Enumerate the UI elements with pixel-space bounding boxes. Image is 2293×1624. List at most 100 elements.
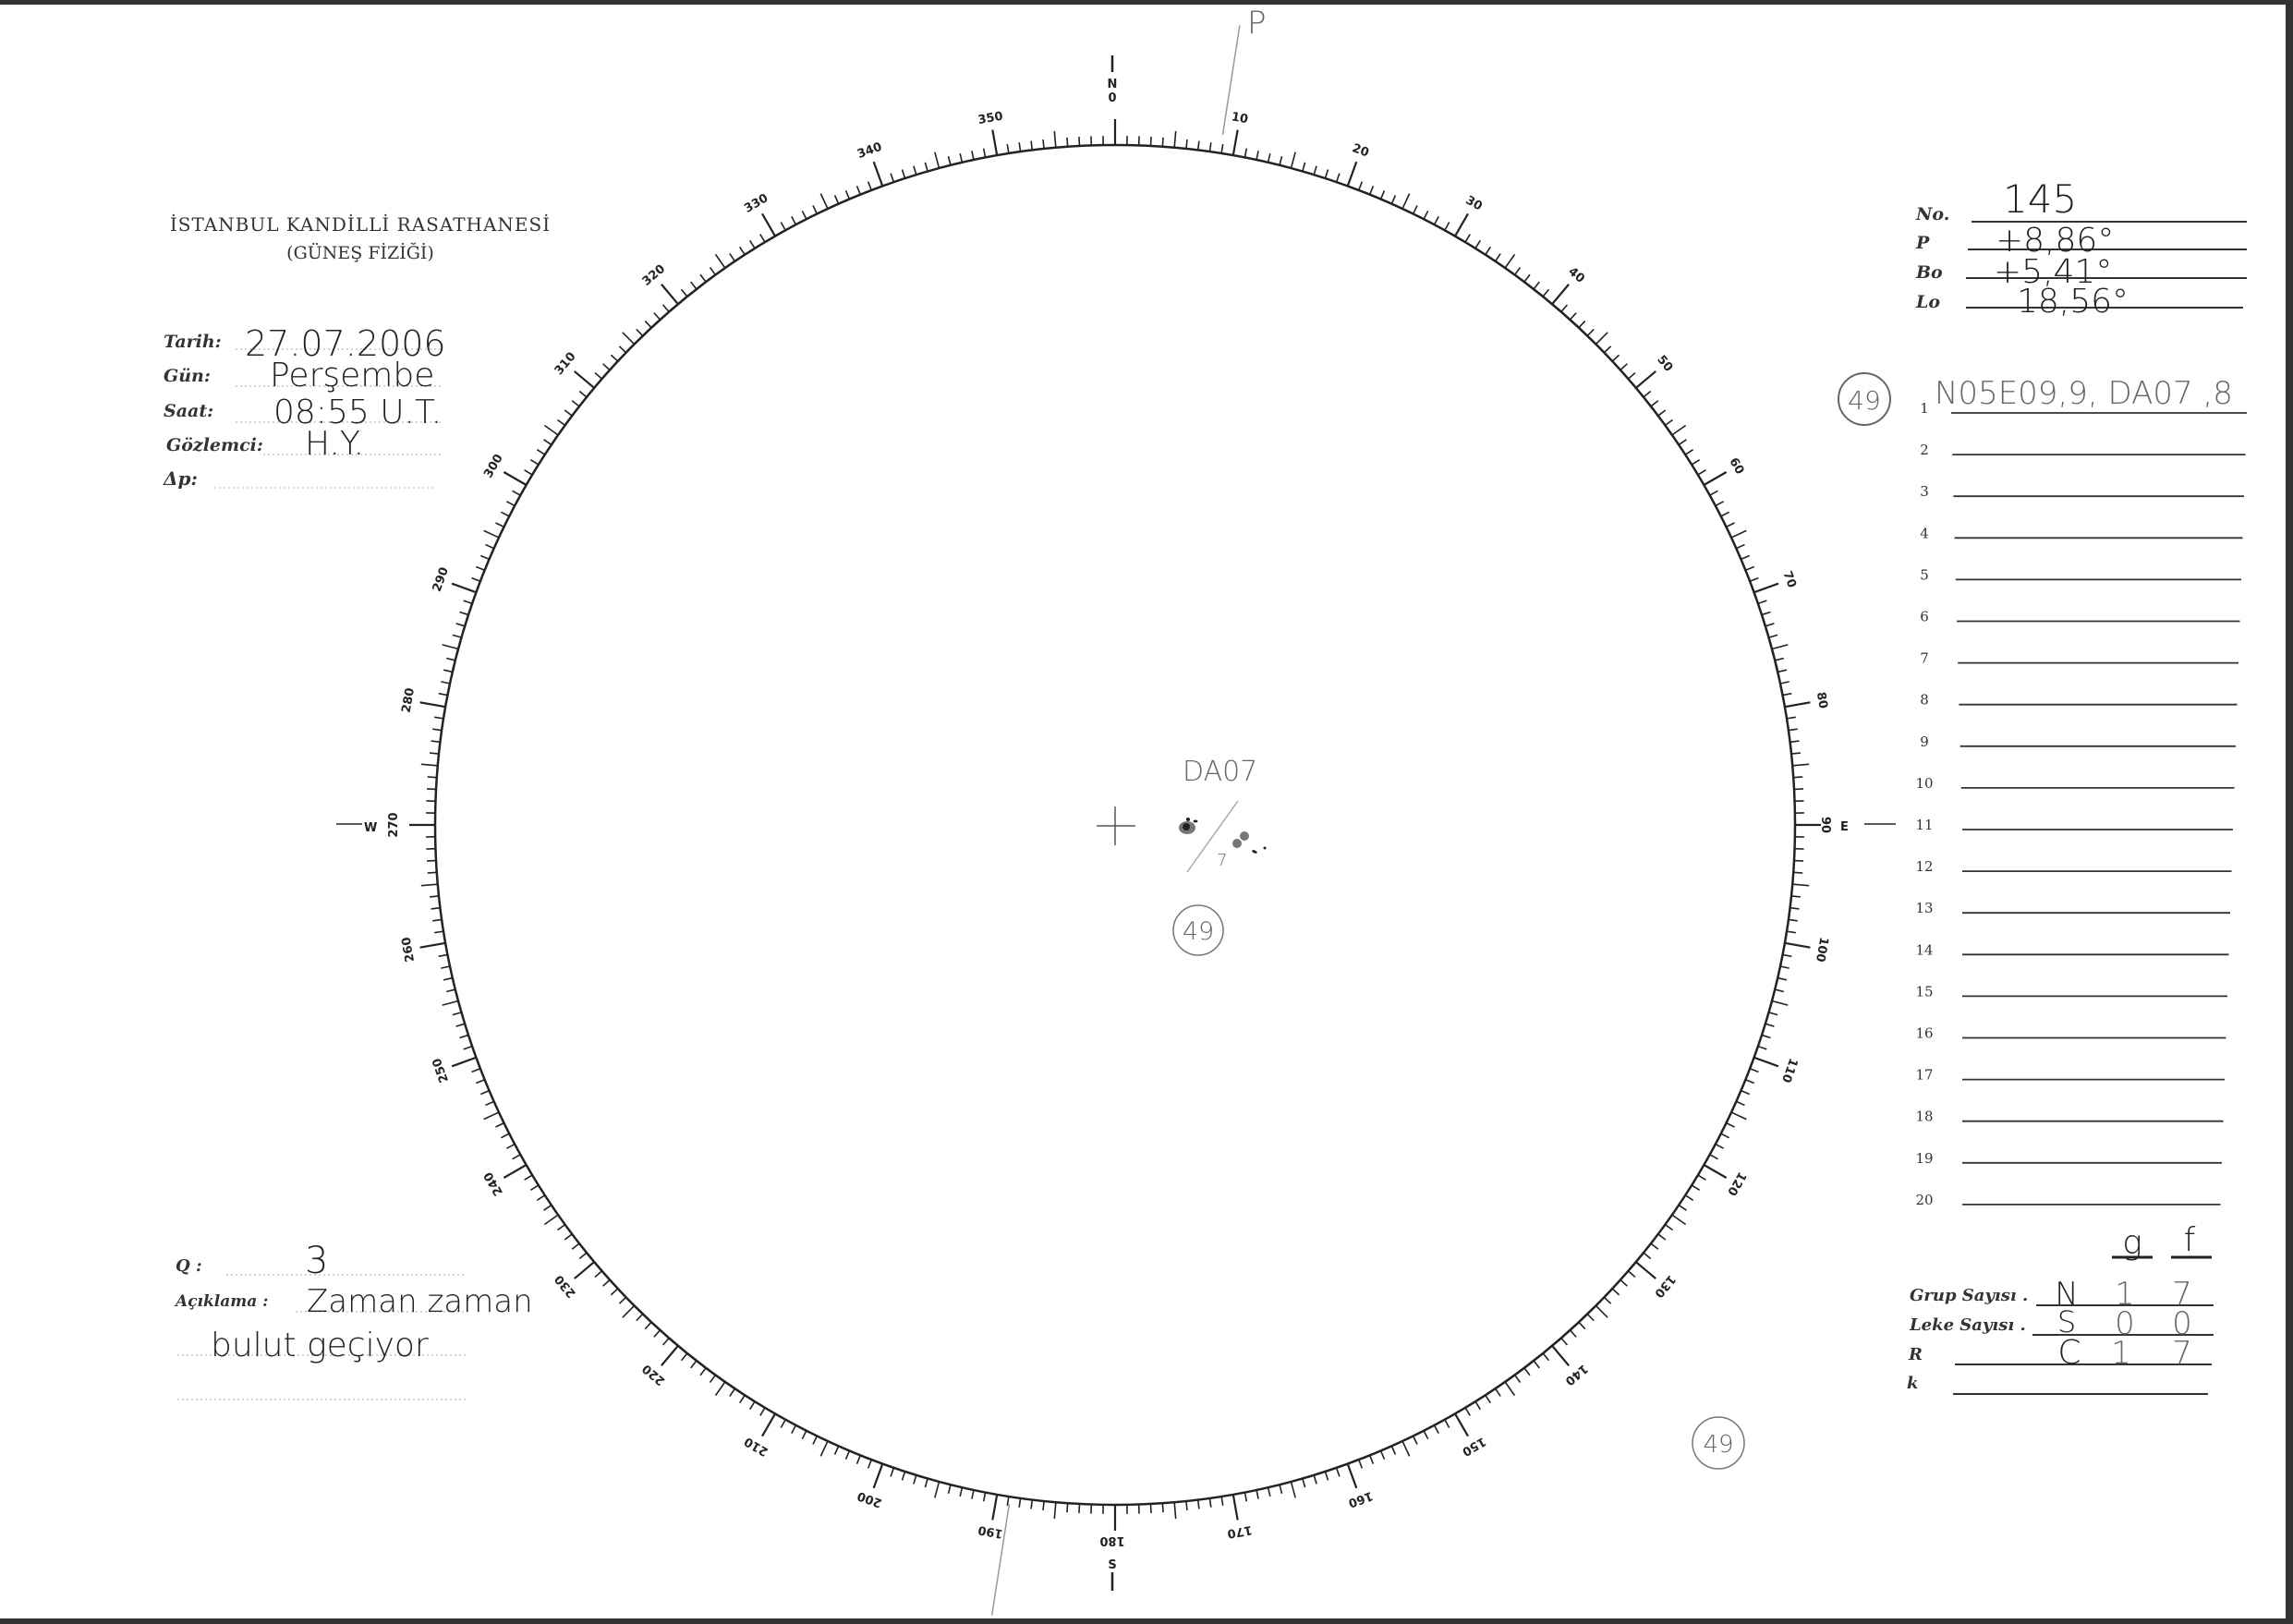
scale-tick bbox=[622, 332, 636, 345]
scale-tick bbox=[1745, 1078, 1754, 1085]
scale-tick bbox=[594, 1270, 603, 1279]
scale-tick bbox=[1684, 449, 1694, 455]
scale-tick bbox=[1784, 941, 1811, 949]
scale-tick bbox=[1726, 1121, 1735, 1128]
scale-tick bbox=[934, 1481, 940, 1498]
day-label: Gün: bbox=[164, 366, 211, 386]
scale-tick bbox=[1749, 1068, 1759, 1073]
scale-tick bbox=[1684, 1194, 1694, 1201]
sunspot bbox=[1186, 818, 1190, 821]
scale-tick bbox=[991, 129, 999, 156]
scale-tick bbox=[1485, 246, 1491, 256]
scale-tick bbox=[1185, 1500, 1188, 1510]
scale-tick bbox=[1078, 1503, 1081, 1514]
scale-label-60: 60 bbox=[1726, 455, 1746, 477]
scale-tick bbox=[780, 222, 786, 231]
date-value: 27.07.2006 bbox=[245, 323, 446, 364]
scale-tick bbox=[1611, 354, 1620, 362]
scale-tick bbox=[1777, 669, 1788, 673]
scale-tick bbox=[1302, 1478, 1306, 1488]
scale-tick bbox=[1671, 1214, 1687, 1226]
scale-tick bbox=[1474, 1400, 1481, 1411]
scale-tick bbox=[1586, 328, 1595, 337]
scale-tick bbox=[427, 871, 437, 874]
scale-tick bbox=[1551, 284, 1570, 305]
scale-tick bbox=[1635, 370, 1656, 389]
scale-tick bbox=[1161, 1503, 1164, 1513]
scale-tick bbox=[855, 186, 862, 195]
group-row-number: 12 bbox=[1915, 858, 1933, 875]
p-axis-mark: P bbox=[1247, 5, 1267, 42]
r-label: R bbox=[1908, 1345, 1923, 1364]
sunspot bbox=[1252, 850, 1257, 854]
p-axis-south-line bbox=[990, 1504, 1011, 1616]
scale-tick bbox=[833, 195, 840, 204]
scale-tick bbox=[452, 1012, 462, 1016]
count-table: g f Grup Sayısı . N 1 7 Leke Sayısı . S … bbox=[1907, 1221, 2214, 1395]
scale-tick bbox=[913, 165, 917, 176]
scale-tick bbox=[1709, 1154, 1718, 1160]
scale-tick bbox=[1703, 1164, 1728, 1179]
scale-tick bbox=[644, 1321, 652, 1330]
scale-tick bbox=[1231, 129, 1239, 156]
scale-tick bbox=[801, 1430, 807, 1440]
scale-tick bbox=[1765, 623, 1775, 627]
group-number-circle bbox=[1172, 904, 1224, 956]
scale-tick bbox=[1324, 169, 1329, 179]
scale-tick bbox=[1730, 1111, 1747, 1121]
note-line-1: Zaman zaman bbox=[307, 1283, 533, 1320]
sunspot-umbra bbox=[1183, 823, 1190, 830]
group-row-number: 20 bbox=[1915, 1192, 1933, 1208]
scale-tick bbox=[1444, 222, 1450, 231]
scale-tick bbox=[1066, 1503, 1069, 1513]
group-count-hemi: N bbox=[2055, 1276, 2078, 1313]
scale-tick bbox=[791, 215, 797, 225]
group-count-label: Grup Sayısı . bbox=[1910, 1286, 2028, 1305]
scale-tick bbox=[1267, 1486, 1271, 1497]
scale-label-120: 120 bbox=[1724, 1170, 1749, 1198]
scan-border-right bbox=[2286, 0, 2293, 1624]
scale-tick bbox=[1513, 267, 1522, 276]
group-row-number: 9 bbox=[1920, 733, 1929, 750]
scale-label-110: 110 bbox=[1778, 1056, 1800, 1085]
scale-tick bbox=[1313, 165, 1317, 176]
scale-tick bbox=[1720, 511, 1730, 517]
scale-tick bbox=[1620, 1279, 1628, 1287]
scale-tick bbox=[1302, 162, 1306, 172]
scale-tick bbox=[1196, 1499, 1200, 1509]
scale-label-170: 170 bbox=[1226, 1522, 1253, 1540]
scale-tick bbox=[618, 1296, 627, 1304]
scale-tick bbox=[476, 565, 485, 572]
scale-tick bbox=[1790, 740, 1800, 744]
scale-tick bbox=[1774, 988, 1785, 993]
scale-tick bbox=[543, 1204, 552, 1211]
scale-tick bbox=[1678, 1204, 1687, 1211]
scale-tick bbox=[1208, 1497, 1212, 1508]
group-row-number: 5 bbox=[1920, 566, 1929, 583]
scale-tick bbox=[1753, 582, 1779, 594]
scale-tick bbox=[1149, 1503, 1152, 1514]
scale-label-340: 340 bbox=[855, 140, 884, 162]
lo-label: Lo bbox=[1915, 292, 1940, 312]
no-label: No. bbox=[1915, 204, 1949, 224]
scale-tick bbox=[495, 522, 504, 528]
corner-group-number: 49 bbox=[1703, 1431, 1733, 1459]
scale-tick bbox=[564, 1233, 573, 1241]
scale-tick bbox=[934, 151, 940, 169]
scale-tick bbox=[924, 162, 928, 172]
scale-tick bbox=[1423, 1430, 1429, 1440]
scale-tick bbox=[890, 173, 895, 183]
scale-tick bbox=[1220, 144, 1224, 154]
scale-tick bbox=[1066, 137, 1069, 147]
scale-tick bbox=[1620, 363, 1628, 371]
scale-tick bbox=[661, 1337, 670, 1346]
scale-tick bbox=[680, 1352, 688, 1362]
scale-tick bbox=[1757, 1045, 1767, 1050]
scale-tick bbox=[982, 148, 987, 158]
scale-tick bbox=[749, 1400, 756, 1411]
col-f-header: f bbox=[2184, 1221, 2196, 1259]
institution-title: İSTANBUL KANDİLLİ RASATHANESİ bbox=[170, 213, 551, 236]
scale-tick bbox=[434, 930, 444, 934]
scale-tick bbox=[759, 1407, 766, 1416]
